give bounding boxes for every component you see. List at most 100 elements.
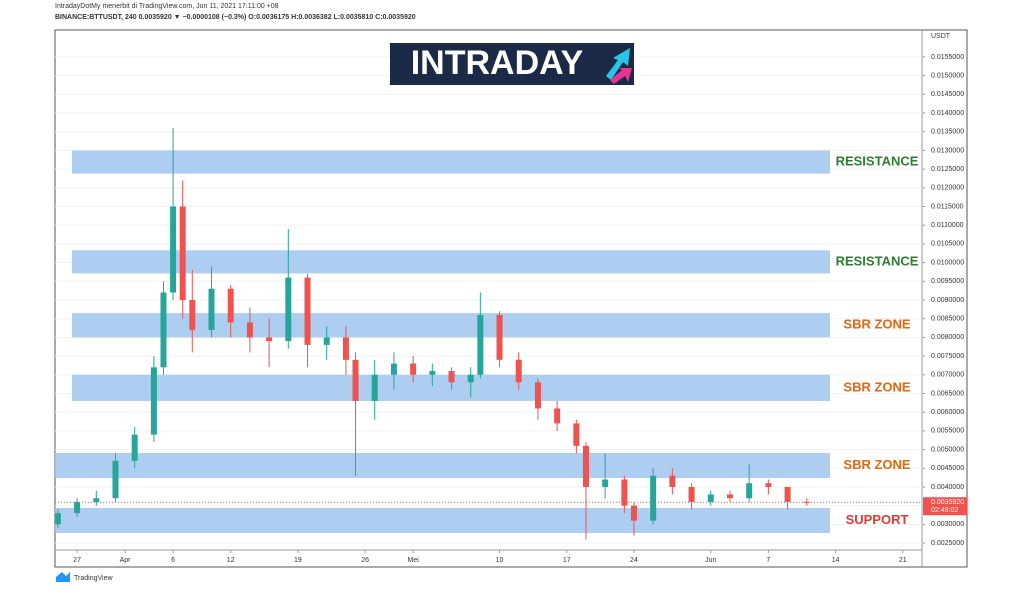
frame	[54, 29, 968, 568]
publisher: IntradayDotMy menerbit di TradingView.co…	[55, 3, 279, 10]
y-tick-label: 0.0105000	[931, 241, 964, 248]
candle-body	[707, 494, 714, 502]
candle-body	[150, 367, 157, 435]
candle-body	[352, 359, 359, 401]
y-unit: USDT	[931, 33, 951, 40]
candle-body	[304, 277, 311, 345]
candle-body	[170, 206, 177, 293]
x-tick-label: Jun	[705, 557, 716, 564]
x-tick-label: 21	[899, 557, 907, 564]
candle-body	[630, 505, 637, 521]
candle-body	[669, 475, 676, 487]
logo-text: INTRADAY	[411, 44, 584, 82]
candle-body	[131, 434, 138, 461]
candle-body	[227, 288, 234, 323]
tv-icon	[56, 572, 70, 582]
footer: TradingView	[74, 575, 113, 582]
candle-body	[390, 363, 397, 375]
x-tick-label: Mei	[407, 557, 419, 564]
x-tick-label: 26	[361, 557, 369, 564]
zone-label: SUPPORT	[846, 512, 909, 527]
candle-body	[371, 374, 378, 401]
zone-band	[55, 507, 830, 533]
y-tick-label: 0.0115000	[931, 203, 964, 210]
y-tick-label: 0.0080000	[931, 334, 964, 341]
y-tick-label: 0.0055000	[931, 428, 964, 435]
y-tick-label: 0.0145000	[931, 91, 964, 98]
zone-label: SBR ZONE	[843, 379, 911, 394]
candle-body	[650, 475, 657, 521]
y-tick-label: 0.0090000	[931, 297, 964, 304]
y-tick-label: 0.0065000	[931, 390, 964, 397]
y-tick-label: 0.0110000	[931, 222, 964, 229]
candle-body	[448, 371, 455, 383]
candle-body	[189, 299, 196, 330]
zone-label: SBR ZONE	[843, 317, 911, 332]
y-tick-label: 0.0140000	[931, 110, 964, 117]
candle-body	[554, 408, 561, 424]
candle-body	[515, 359, 522, 383]
logo-arrow-down	[610, 68, 632, 84]
candle-body	[179, 206, 186, 300]
last-price-label: 0.0035920	[931, 499, 964, 506]
y-tick-label: 0.0075000	[931, 353, 964, 360]
candle-body	[112, 460, 119, 499]
candle-body	[74, 501, 81, 514]
candle-body	[467, 374, 474, 383]
countdown: 02:49:02	[931, 507, 958, 514]
candle-body	[410, 363, 417, 375]
x-tick-label: 24	[630, 557, 638, 564]
zone-label: RESISTANCE	[836, 153, 919, 168]
y-tick-label: 0.0050000	[931, 446, 964, 453]
y-tick-label: 0.0030000	[931, 521, 964, 528]
candle-body	[803, 501, 810, 503]
ticker-info: BINANCE:BTTUSDT, 240 0.0035920 ▼ −0.0000…	[55, 14, 416, 21]
candle-body	[160, 292, 167, 368]
candle-body	[246, 322, 253, 338]
zone-label: RESISTANCE	[836, 253, 919, 268]
candle-body	[621, 479, 628, 506]
last-price-box	[923, 497, 967, 516]
x-tick-label: 10	[496, 557, 504, 564]
candle-body	[342, 337, 349, 360]
candle-body	[208, 288, 215, 330]
zone-band	[72, 150, 830, 174]
y-tick-label: 0.0130000	[931, 147, 964, 154]
zone-band	[72, 313, 830, 338]
x-tick-label: 7	[766, 557, 770, 564]
y-tick-label: 0.0150000	[931, 72, 964, 79]
x-tick-label: 14	[832, 557, 840, 564]
candle-body	[688, 486, 695, 502]
x-tick-label: 6	[171, 557, 175, 564]
zone-band	[55, 452, 830, 478]
x-tick-label: 12	[227, 557, 235, 564]
y-tick-label: 0.0070000	[931, 372, 964, 379]
x-tick-label: 19	[294, 557, 302, 564]
y-tick-label: 0.0100000	[931, 259, 964, 266]
candle-body	[477, 314, 484, 375]
candle-body	[496, 314, 503, 360]
candle-body	[726, 494, 733, 499]
candle-body	[582, 445, 589, 487]
candle-body	[765, 483, 772, 487]
zone-band	[72, 250, 830, 274]
candle-body	[534, 382, 541, 409]
x-tick-label: 27	[73, 557, 81, 564]
candle-body	[323, 337, 330, 345]
candle-body	[429, 371, 436, 375]
x-tick-label: 17	[563, 557, 571, 564]
candle-body	[266, 337, 273, 342]
y-tick-label: 0.0085000	[931, 316, 964, 323]
candle-body	[285, 277, 292, 342]
y-tick-label: 0.0155000	[931, 54, 964, 61]
y-tick-label: 0.0120000	[931, 185, 964, 192]
y-tick-label: 0.0095000	[931, 278, 964, 285]
candle-body	[573, 423, 580, 446]
y-tick-label: 0.0040000	[931, 484, 964, 491]
candle-body	[93, 498, 100, 502]
y-tick-label: 0.0135000	[931, 129, 964, 136]
candle-body	[784, 486, 791, 502]
y-tick-label: 0.0025000	[931, 540, 964, 547]
